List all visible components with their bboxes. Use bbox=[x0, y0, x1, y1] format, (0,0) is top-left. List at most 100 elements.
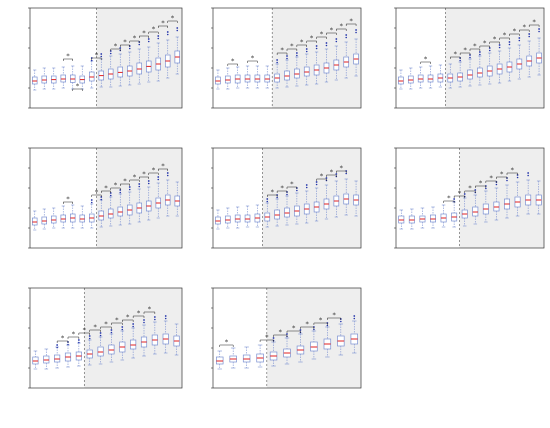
outlier-point bbox=[147, 182, 150, 185]
significance-bracket: * bbox=[450, 51, 461, 59]
box-15 bbox=[398, 209, 405, 230]
significance-bracket: * bbox=[129, 174, 140, 182]
outlier-point bbox=[516, 176, 519, 179]
bracket-line bbox=[450, 56, 461, 59]
outlier-point bbox=[315, 181, 318, 183]
bracket-line bbox=[336, 28, 347, 31]
box-80 bbox=[313, 181, 320, 222]
outlier-point bbox=[157, 178, 160, 181]
significance-star: * bbox=[123, 178, 127, 186]
significance-star: * bbox=[265, 334, 269, 342]
outlier-point bbox=[495, 183, 498, 186]
outlier-point bbox=[325, 44, 328, 47]
significance-star: * bbox=[61, 335, 65, 343]
significance-star: * bbox=[152, 167, 156, 175]
box-58 bbox=[215, 69, 221, 90]
bracket-line bbox=[528, 24, 540, 27]
box-29 bbox=[350, 315, 358, 354]
significance-star: * bbox=[95, 189, 99, 197]
significance-star: * bbox=[114, 182, 118, 190]
outlier-point bbox=[453, 198, 456, 200]
significance-bracket: * bbox=[420, 56, 431, 64]
outlier-point bbox=[88, 335, 91, 337]
bracket-line bbox=[148, 31, 159, 34]
box-70 bbox=[89, 57, 95, 89]
box-64 bbox=[427, 65, 434, 89]
bracket-line bbox=[286, 330, 301, 333]
box-17 bbox=[269, 337, 278, 367]
outlier-point bbox=[355, 29, 357, 31]
plot-frame bbox=[29, 287, 183, 389]
significance-star: * bbox=[453, 51, 457, 59]
box-62 bbox=[417, 66, 424, 89]
bracket-line bbox=[300, 326, 315, 329]
significance-star: * bbox=[279, 329, 283, 337]
outlier-point bbox=[479, 53, 481, 56]
significance-bracket: * bbox=[110, 43, 121, 51]
box-78 bbox=[313, 45, 320, 85]
significance-bracket: * bbox=[489, 36, 500, 44]
significance-star: * bbox=[503, 32, 507, 40]
bracket-line bbox=[158, 25, 168, 28]
significance-bracket: * bbox=[327, 312, 342, 320]
box-68 bbox=[447, 63, 454, 89]
significance-star: * bbox=[280, 47, 284, 55]
significance-star: * bbox=[95, 52, 99, 60]
significance-bracket: * bbox=[111, 317, 123, 325]
bracket-line bbox=[91, 194, 102, 197]
bracket-line bbox=[110, 187, 121, 190]
significance-bracket: * bbox=[227, 58, 238, 66]
box-58 bbox=[398, 69, 404, 90]
bracket-line bbox=[148, 172, 159, 175]
outlier-point bbox=[345, 36, 348, 39]
outlier-point bbox=[153, 316, 156, 318]
outlier-point bbox=[166, 33, 169, 36]
significance-bracket: * bbox=[528, 19, 540, 27]
significance-star: * bbox=[225, 339, 229, 347]
box-21 bbox=[296, 329, 305, 363]
outlier-point bbox=[478, 51, 481, 53]
outlier-point bbox=[90, 201, 93, 204]
outlier-point bbox=[498, 44, 501, 46]
significance-star: * bbox=[290, 181, 294, 189]
box-21 bbox=[64, 341, 72, 368]
chart-panel-h: * * * * * * * bbox=[211, 287, 362, 389]
box-64 bbox=[60, 66, 66, 89]
significance-bracket: * bbox=[496, 171, 508, 179]
outlier-point bbox=[286, 57, 288, 60]
outlier-point bbox=[286, 55, 288, 57]
significance-bracket: * bbox=[300, 321, 315, 329]
significance-star: * bbox=[133, 174, 137, 182]
box-25 bbox=[323, 322, 332, 358]
bracket-line bbox=[89, 329, 101, 332]
bracket-line bbox=[469, 48, 481, 51]
bracket-line bbox=[326, 32, 337, 35]
outlier-point bbox=[109, 194, 112, 197]
significance-bracket: * bbox=[336, 23, 347, 31]
box-15 bbox=[256, 344, 264, 368]
bracket-line bbox=[479, 45, 490, 48]
box-31 bbox=[119, 326, 126, 361]
box-66 bbox=[70, 204, 76, 229]
significance-bracket: * bbox=[132, 310, 145, 318]
significance-star: * bbox=[320, 31, 324, 39]
heat-stress-region bbox=[459, 148, 544, 248]
box-27 bbox=[337, 318, 345, 356]
chart-panel-b: * * * * * * * * * * bbox=[211, 7, 362, 109]
box-84 bbox=[333, 173, 340, 218]
outlier-point bbox=[176, 29, 179, 32]
outlier-point bbox=[147, 180, 150, 182]
plot-frame bbox=[29, 147, 183, 249]
box-35 bbox=[504, 177, 510, 219]
box-86 bbox=[536, 28, 542, 76]
significance-star: * bbox=[310, 35, 314, 43]
outlier-point bbox=[110, 329, 113, 331]
box-66 bbox=[244, 205, 251, 228]
significance-star: * bbox=[330, 169, 334, 177]
bracket-line bbox=[267, 194, 278, 197]
chart-panel-a: * * * * * * * * * * bbox=[28, 7, 183, 109]
outlier-point bbox=[157, 35, 160, 37]
box-72 bbox=[467, 54, 473, 87]
outlier-point bbox=[345, 34, 348, 36]
bracket-line bbox=[420, 61, 431, 64]
